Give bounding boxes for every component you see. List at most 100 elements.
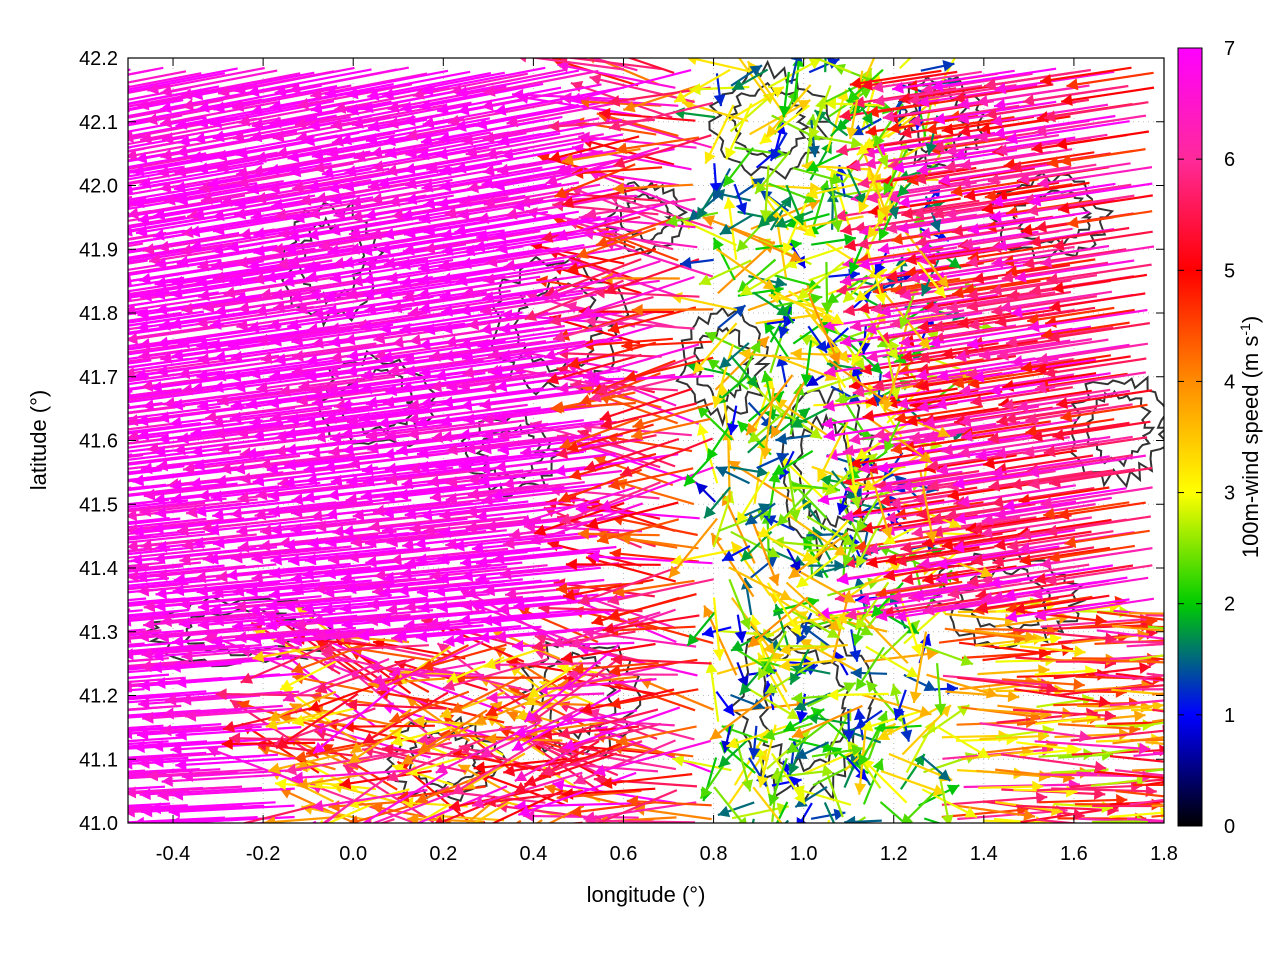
wind-vector-head xyxy=(1072,808,1085,821)
wind-vector xyxy=(128,640,190,648)
wind-vector-head xyxy=(580,702,593,715)
wind-vector-shaft xyxy=(264,815,340,823)
wind-vector-head xyxy=(932,784,945,796)
wind-vector-head xyxy=(434,816,444,823)
wind-vector-head xyxy=(955,823,967,835)
wind-vector-shaft xyxy=(562,706,681,750)
wind-vector xyxy=(264,815,340,823)
wind-vector-head xyxy=(9,740,20,752)
wind-vector-head xyxy=(861,720,874,732)
wind-vector-head xyxy=(1136,774,1148,787)
wind-vector-shaft xyxy=(536,678,657,692)
wind-vector-head xyxy=(926,648,939,661)
wind-vector-head xyxy=(291,771,304,784)
wind-vector xyxy=(610,653,712,666)
wind-vector xyxy=(161,773,282,787)
wind-vector xyxy=(282,657,390,703)
wind-vector-head xyxy=(570,805,582,818)
wind-vector-shaft xyxy=(823,802,836,823)
wind-vector-head xyxy=(313,741,326,754)
wind-vector-head xyxy=(450,827,463,838)
wind-vector-head xyxy=(703,605,715,618)
wind-vector-head xyxy=(866,680,878,693)
wind-vector xyxy=(345,698,448,711)
wind-vector-head xyxy=(255,739,267,752)
wind-vector xyxy=(901,788,939,823)
wind-vector-shaft xyxy=(534,635,640,662)
wind-vector-head xyxy=(415,792,428,804)
wind-vector xyxy=(1145,741,1164,746)
wind-vector xyxy=(471,771,583,809)
wind-vector-shaft xyxy=(238,649,355,663)
wind-vector-head xyxy=(1243,612,1254,624)
wind-vector-shaft xyxy=(416,725,528,743)
wind-vector-head xyxy=(24,493,36,505)
wind-vector-shaft xyxy=(169,656,295,669)
wind-vector-head xyxy=(9,400,21,412)
wind-vector xyxy=(626,795,712,808)
wind-vector xyxy=(128,773,167,778)
wind-vector xyxy=(1012,708,1116,722)
wind-vector-head xyxy=(448,799,461,812)
wind-vector-head xyxy=(593,764,606,777)
wind-vector-head xyxy=(175,728,187,741)
wind-vector-shaft xyxy=(1014,688,1111,705)
wind-vector-head xyxy=(795,748,808,759)
wind-vector-head xyxy=(413,715,425,728)
wind-vector xyxy=(880,769,946,796)
wind-vector-head xyxy=(819,835,832,846)
wind-vector xyxy=(175,756,302,771)
wind-vector-head xyxy=(139,788,151,801)
wind-vector xyxy=(1001,678,1085,691)
wind-vector-shaft xyxy=(799,802,813,823)
wind-vector-head xyxy=(319,819,324,823)
wind-vector-shaft xyxy=(856,610,909,664)
wind-vector-shaft xyxy=(128,726,145,730)
wind-vector xyxy=(923,817,967,835)
wind-vector xyxy=(413,715,484,728)
wind-vector xyxy=(513,709,638,738)
wind-vector-head xyxy=(600,777,613,789)
wind-vector-head xyxy=(22,633,34,645)
wind-vector xyxy=(2,515,127,533)
wind-vector-shaft xyxy=(1093,704,1164,712)
wind-vector-head xyxy=(44,633,56,645)
wind-vector-head xyxy=(964,806,977,818)
wind-vector-head xyxy=(291,662,304,674)
wind-vector-head xyxy=(416,733,429,746)
wind-vector-head xyxy=(64,614,75,626)
wind-vector-head xyxy=(407,813,419,823)
wind-vector-shaft xyxy=(128,804,188,810)
wind-vector-shaft xyxy=(128,724,164,730)
wind-vector-head xyxy=(68,414,80,426)
wind-vector-head xyxy=(566,668,578,681)
wind-vector xyxy=(294,741,379,763)
wind-vector-shaft xyxy=(485,674,568,717)
wind-vector xyxy=(485,674,568,717)
wind-vector-head xyxy=(2,727,13,739)
wind-vector xyxy=(255,739,356,757)
wind-vector xyxy=(389,690,470,724)
wind-vector-head xyxy=(346,698,358,711)
wind-vector xyxy=(748,688,800,721)
wind-vector-head xyxy=(52,552,64,564)
wind-vector xyxy=(11,710,127,723)
wind-vector-head xyxy=(78,728,89,740)
wind-vector-head xyxy=(292,672,305,685)
wind-vector-shaft xyxy=(515,693,582,720)
wind-vector-shaft xyxy=(221,741,316,746)
wind-vector-head xyxy=(486,691,498,704)
wind-vector-head xyxy=(1241,717,1253,729)
wind-vector-head xyxy=(3,585,15,597)
wind-vector-head xyxy=(0,758,11,770)
wind-vector-shaft xyxy=(523,752,618,786)
wind-vector-head xyxy=(114,587,126,599)
wind-vector-head xyxy=(850,667,862,679)
wind-vector xyxy=(709,692,772,741)
wind-vector-shaft xyxy=(389,690,470,723)
wind-vector xyxy=(1132,674,1164,681)
wind-vector-head xyxy=(280,679,293,691)
wind-vector xyxy=(252,645,321,663)
wind-vector-head xyxy=(180,693,192,706)
wind-vector-head xyxy=(279,787,293,799)
